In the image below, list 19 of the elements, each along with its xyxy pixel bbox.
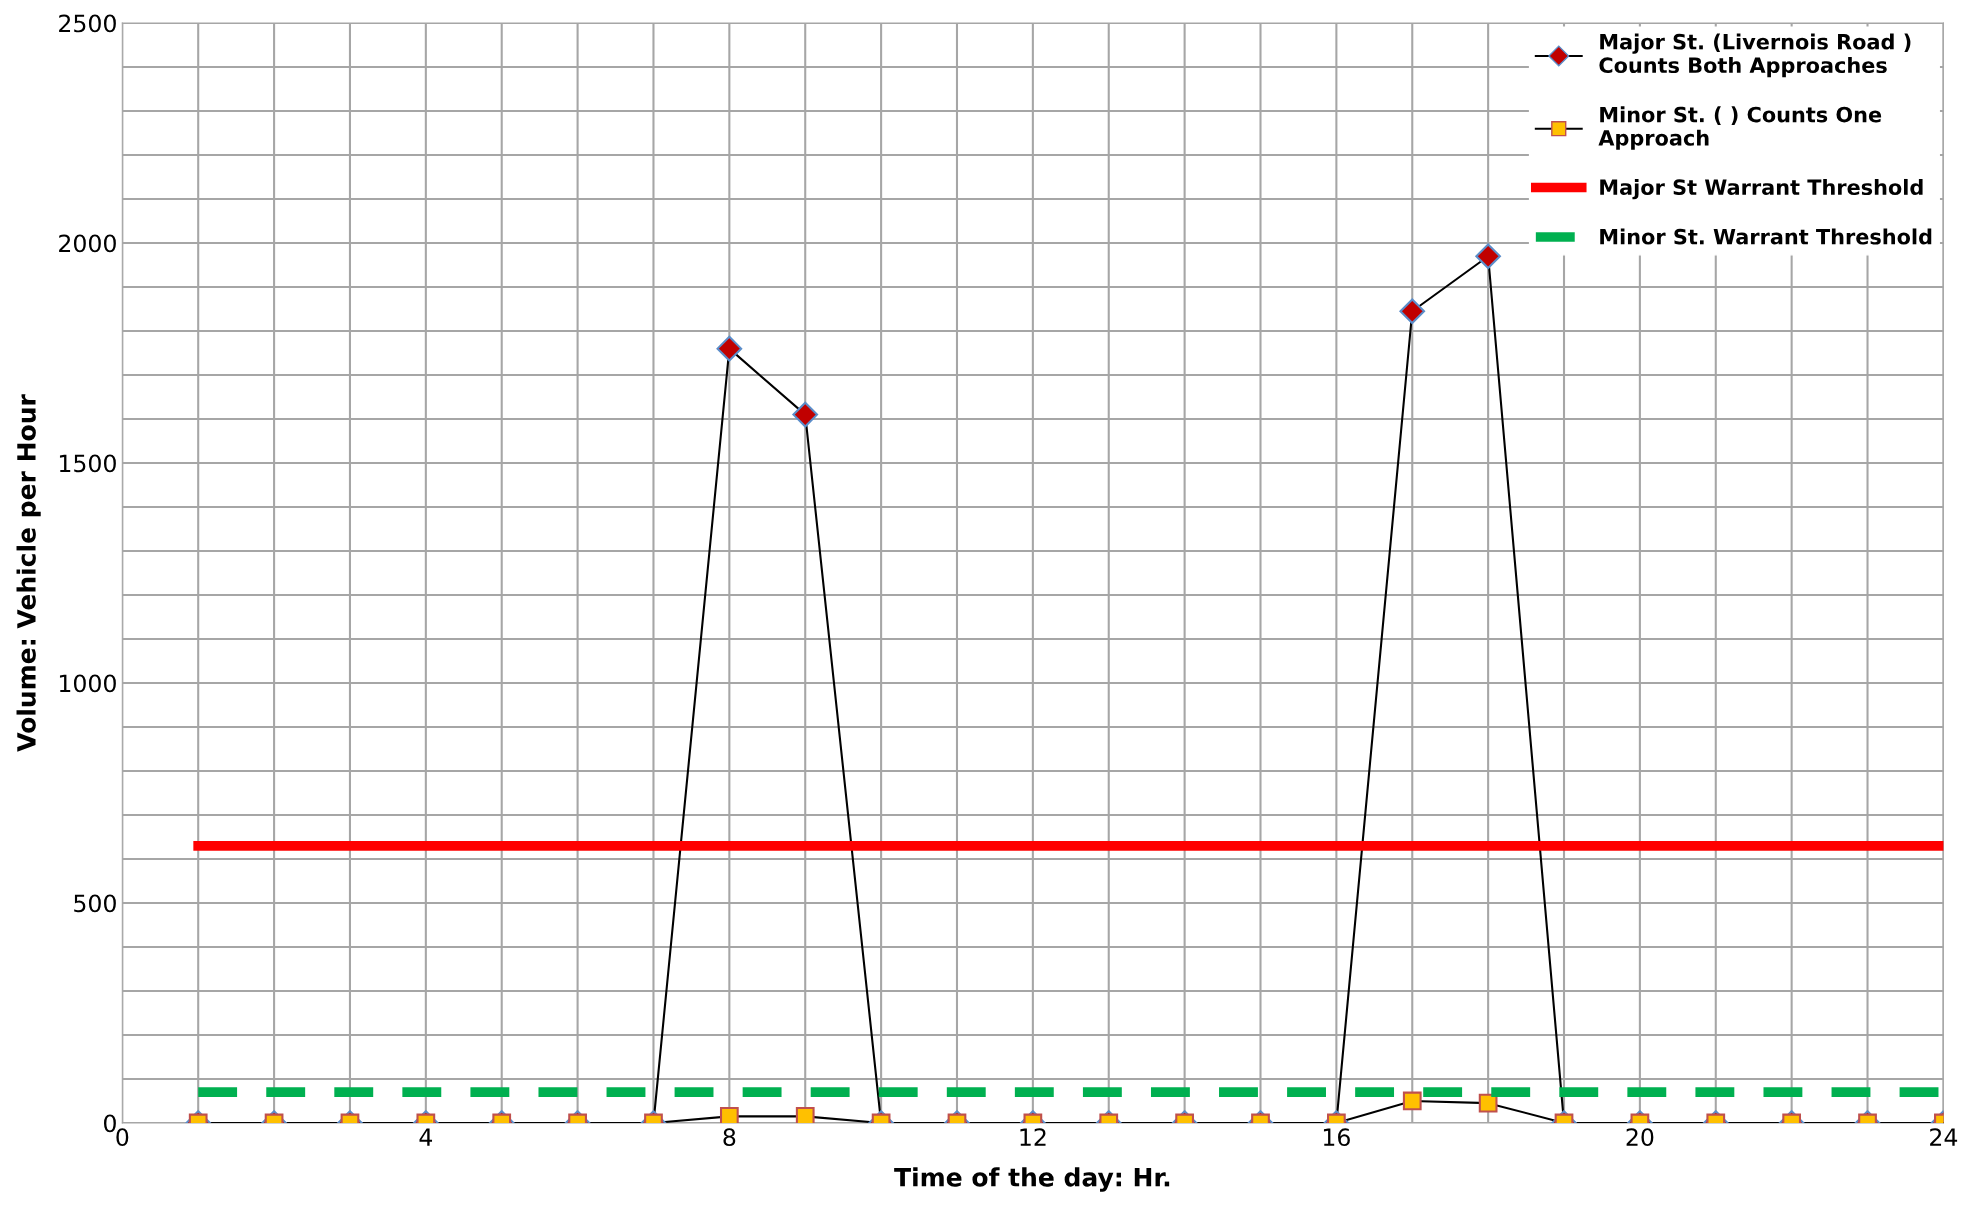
x-tick-label: 12 [1020, 1128, 1046, 1146]
y-tick-label: 500 [74, 894, 116, 913]
y-tick-label: 2500 [59, 14, 116, 33]
legend-label: Minor St. ( ) Counts One Approach [1598, 106, 1882, 150]
x-tick-label: 16 [1323, 1128, 1350, 1147]
y-tick-label: 2000 [59, 234, 116, 253]
legend-label: Minor St. Warrant Threshold [1600, 228, 1932, 245]
x-tick-label: 0 [116, 1128, 129, 1147]
x-tick-label: 4 [419, 1128, 433, 1146]
y-tick-label: 1000 [59, 674, 116, 693]
x-tick-label: 24 [1930, 1128, 1958, 1146]
y-tick-label: 0 [104, 1114, 116, 1133]
y-axis-title: Volume: Vehicle per Hour [16, 394, 41, 752]
y-tick-label: 1500 [59, 454, 116, 473]
x-axis-title: Time of the day: Hr. [894, 1167, 1170, 1192]
x-tick-label: 20 [1626, 1128, 1654, 1147]
legend-label: Major St Warrant Threshold [1600, 178, 1923, 200]
x-tick-label: 8 [723, 1128, 736, 1147]
legend-label: Major St. (Livernois Road ) Counts Both Approaches [1599, 33, 1911, 78]
